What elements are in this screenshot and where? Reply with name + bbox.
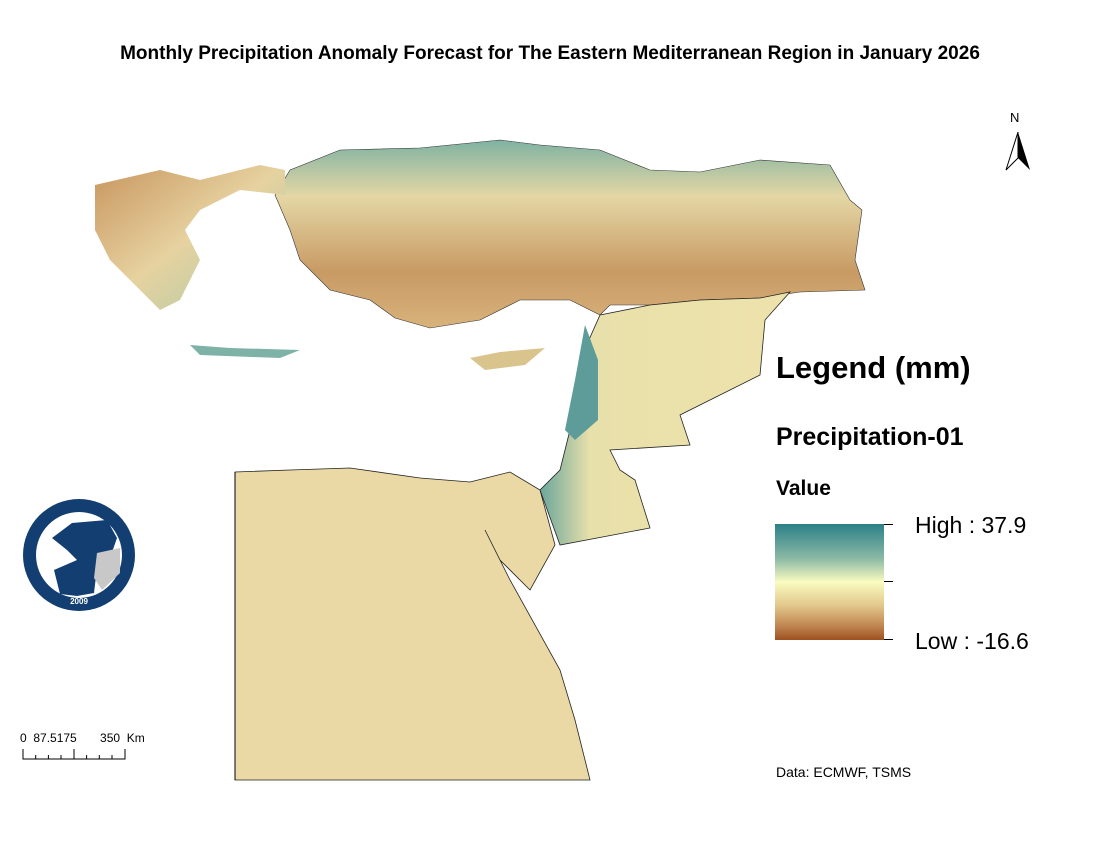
legend-color-ramp [775,524,893,640]
svg-text:2009: 2009 [70,597,88,606]
turkey [274,139,866,329]
legend-low-label: Low : -16.6 [915,628,1029,654]
levant-syria-iraq [539,291,792,546]
north-arrow-icon [1005,131,1030,171]
scale-bar-labels: 0 87.5175 350 Km [20,731,145,745]
emcc-logo: 2009 [23,499,135,611]
legend-layer-name: Precipitation-01 [776,423,964,451]
data-source: Data: ECMWF, TSMS [776,764,912,780]
cyprus [470,348,545,370]
ramp-tick [884,581,893,582]
scale-bar [22,749,126,760]
north-label: N [1010,110,1020,125]
map-title: Monthly Precipitation Anomaly Forecast f… [120,43,980,64]
greece [95,165,300,358]
legend-title: Legend (mm) [776,350,971,385]
legend-high-label: High : 37.9 [915,512,1027,538]
ramp-tick [884,524,893,525]
legend-field-name: Value [776,477,831,500]
egypt [234,467,591,781]
ramp-tick [884,639,893,640]
